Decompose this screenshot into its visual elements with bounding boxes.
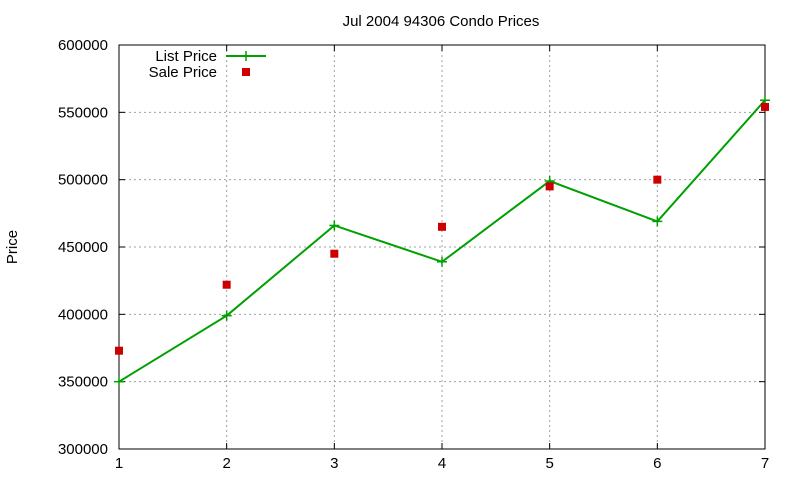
legend-item-list-price: List Price [155, 48, 266, 65]
sale-price-point [330, 249, 339, 258]
list-price-point [114, 376, 124, 387]
list-price-point [437, 256, 447, 267]
sale-price-point [438, 222, 446, 231]
x-tick-label: 5 [545, 455, 553, 472]
sale-price-point [761, 102, 769, 111]
x-tick-label: 6 [653, 455, 661, 472]
series-sale-price [115, 102, 769, 355]
legend-label: List Price [155, 48, 217, 65]
x-tick-label: 2 [222, 455, 230, 472]
grid [119, 45, 765, 449]
list-price-point [221, 310, 232, 321]
y-axis-label: Price [4, 230, 21, 264]
sale-price-point [545, 182, 554, 191]
sale-price-point [222, 280, 231, 289]
x-tick-label: 1 [115, 455, 123, 472]
y-tick-label: 350000 [58, 374, 108, 391]
legend-swatch-square [242, 68, 250, 76]
x-tick-label: 3 [330, 455, 338, 472]
series [114, 95, 770, 387]
y-tick-label: 300000 [58, 441, 108, 458]
legend-label: Sale Price [149, 64, 217, 81]
legend-item-sale-price: Sale Price [149, 64, 250, 81]
y-tick-label: 500000 [58, 172, 108, 189]
series-list-price [114, 95, 770, 387]
chart-title: Jul 2004 94306 Condo Prices [343, 13, 540, 30]
x-tick-label: 4 [438, 455, 446, 472]
axes: 1 2 3 4 5 6 7 300000 350000 400000 450000 500000 550… [58, 37, 769, 472]
list-price-point [652, 216, 663, 227]
y-tick-label: 600000 [58, 37, 108, 54]
x-tick-label: 7 [761, 455, 769, 472]
y-tick-label: 550000 [58, 104, 108, 121]
y-tick-label: 450000 [58, 239, 108, 256]
list-price-point [241, 51, 251, 61]
sale-price-point [115, 346, 123, 355]
list-price-point [329, 220, 340, 231]
sale-price-point [653, 175, 662, 184]
y-tick-label: 400000 [58, 306, 108, 323]
